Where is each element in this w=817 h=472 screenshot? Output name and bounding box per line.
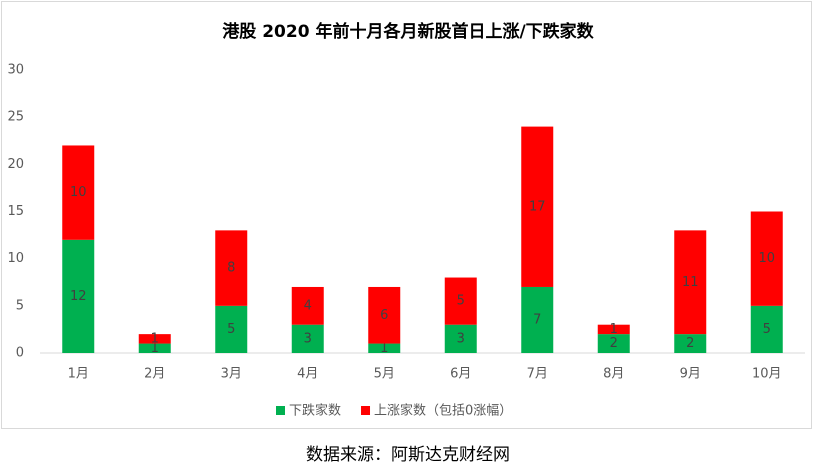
y-tick-label: 0 (16, 346, 24, 361)
value-label: 5 (763, 322, 771, 337)
value-label: 7 (533, 312, 541, 327)
value-label: 3 (457, 331, 465, 346)
value-label: 3 (304, 331, 312, 346)
y-tick-label: 20 (7, 157, 24, 172)
legend-swatch (276, 406, 285, 415)
value-label: 12 (70, 289, 87, 304)
value-label: 1 (610, 322, 618, 337)
source: 数据来源：阿斯达克财经网 (306, 445, 510, 465)
bar-segment (750, 305, 783, 353)
legend-label: 上涨家数（包括0涨幅） (374, 403, 512, 419)
value-label: 17 (529, 199, 546, 214)
bar-segment (674, 334, 707, 353)
bar-segment (521, 286, 554, 353)
value-label: 1 (151, 331, 159, 346)
bar-segment (215, 305, 248, 353)
value-label: 6 (380, 308, 388, 323)
bar-segment (368, 343, 401, 353)
x-tick-label: 8月 (603, 367, 624, 382)
y-tick-label: 15 (7, 204, 24, 219)
x-tick-label: 6月 (450, 367, 471, 382)
legend-swatch (361, 406, 371, 415)
y-tick-label: 10 (7, 251, 24, 266)
bar-segment (444, 277, 477, 325)
chart-title: 港股 2020 年前十月各月新股首日上涨/下跌家数 (222, 21, 594, 42)
bar-segment (291, 324, 324, 353)
y-tick-label: 5 (16, 298, 24, 313)
bar-segment (368, 286, 401, 344)
value-label: 8 (227, 261, 235, 276)
x-tick-label: 10月 (752, 367, 782, 382)
bar-segment (674, 230, 707, 335)
legend-label: 下跌家数 (289, 403, 341, 419)
value-label: 1 (380, 341, 388, 356)
bar-segment (138, 334, 171, 344)
x-tick-label: 3月 (221, 367, 242, 382)
x-tick-label: 2月 (144, 367, 165, 382)
bar-segment (597, 334, 630, 353)
bar-segment (521, 126, 554, 287)
bar-segment (215, 230, 248, 306)
value-label: 4 (304, 298, 312, 313)
x-tick-label: 1月 (68, 367, 89, 382)
value-label: 10 (758, 251, 775, 266)
chart-border (1, 1, 812, 429)
x-tick-label: 9月 (680, 367, 701, 382)
value-label: 5 (457, 294, 465, 309)
bar-segment (444, 324, 477, 353)
x-tick-label: 5月 (374, 367, 395, 382)
value-label: 2 (686, 336, 694, 351)
value-label: 5 (227, 322, 235, 337)
x-tick-label: 4月 (297, 367, 318, 382)
value-label: 2 (610, 336, 618, 351)
bar-segment (138, 343, 171, 353)
x-tick-label: 7月 (527, 367, 548, 382)
y-tick-label: 30 (7, 63, 24, 78)
bar-segment (597, 324, 630, 335)
value-label: 11 (682, 275, 699, 290)
bar-segment (291, 286, 324, 325)
value-label: 1 (151, 341, 159, 356)
y-tick-label: 25 (7, 110, 24, 125)
value-label: 10 (70, 185, 87, 200)
bar-segment (62, 239, 95, 353)
bar-segment (62, 145, 95, 240)
bar-segment (750, 211, 783, 306)
